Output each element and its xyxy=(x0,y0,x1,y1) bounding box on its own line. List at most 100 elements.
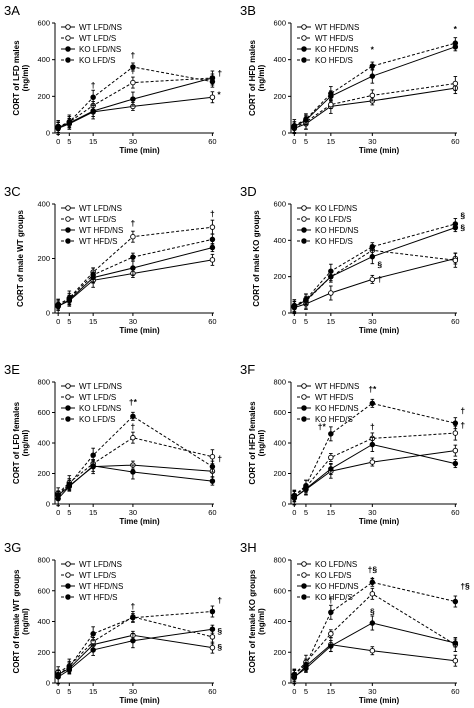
data-point xyxy=(66,296,73,302)
x-tick-label: 15 xyxy=(327,508,335,517)
data-point xyxy=(130,434,136,441)
legend-entry: WT HFD/NS xyxy=(315,382,359,391)
legend-marker xyxy=(65,416,71,422)
data-point xyxy=(90,452,96,458)
legend-entry: WT LFD/NS xyxy=(79,204,122,213)
x-axis-label: Time (min) xyxy=(119,146,160,155)
legend-entry: WT LFD/NS xyxy=(79,382,122,391)
significance-annotation: † xyxy=(460,420,465,430)
series-wt-lfd-ns xyxy=(55,459,216,501)
significance-annotation: § xyxy=(460,222,465,232)
series-wt-lfd-ns xyxy=(55,253,216,311)
data-point xyxy=(328,431,334,437)
legend-entry: KO LFD/NS xyxy=(315,560,357,569)
data-point xyxy=(291,671,298,678)
x-tick-label: 15 xyxy=(89,137,97,146)
data-point xyxy=(369,92,376,99)
data-point xyxy=(452,460,459,467)
data-point xyxy=(90,631,96,637)
legend-marker xyxy=(301,216,307,222)
panel-label: 3D xyxy=(240,184,257,199)
x-axis-label: Time (min) xyxy=(119,696,160,705)
series-ko-hfd-ns xyxy=(291,615,459,685)
series-line xyxy=(57,464,213,496)
x-tick-label: 30 xyxy=(368,317,376,326)
data-point xyxy=(90,272,96,278)
data-point xyxy=(369,459,376,465)
legend-marker xyxy=(65,238,71,244)
legend-marker xyxy=(65,405,71,411)
significance-annotation: § xyxy=(217,626,222,636)
legend-entry: WT HFD/S xyxy=(79,237,118,246)
x-axis-label: Time (min) xyxy=(359,517,400,526)
legend-marker xyxy=(65,594,71,600)
x-tick-label: 0 xyxy=(56,137,60,146)
y-tick-label: 600 xyxy=(37,586,50,595)
series-line xyxy=(57,238,213,306)
series-wt-lfd-s xyxy=(55,70,216,134)
legend-entry: WT HFD/S xyxy=(315,34,354,43)
x-tick-label: 5 xyxy=(304,687,308,696)
x-tick-label: 15 xyxy=(89,687,97,696)
panel-label: 3A xyxy=(4,3,20,18)
data-point xyxy=(328,643,334,649)
y-axis-label-line: CORT of male WT groups xyxy=(16,210,25,307)
x-tick-label: 30 xyxy=(129,137,137,146)
x-tick-label: 5 xyxy=(304,317,308,326)
x-tick-label: 60 xyxy=(208,137,216,146)
data-point xyxy=(369,276,376,283)
data-point xyxy=(452,447,459,454)
panel-label: 3C xyxy=(4,184,21,199)
y-axis-label-line: (ng/ml) xyxy=(257,429,266,456)
data-point xyxy=(452,657,459,664)
legend-entry: WT LFD/NS xyxy=(79,23,122,32)
significance-annotation: † xyxy=(210,208,215,218)
significance-annotation: † xyxy=(370,575,375,585)
significance-annotation: † xyxy=(131,50,136,60)
legend-marker xyxy=(65,572,71,578)
x-tick-label: 60 xyxy=(208,317,216,326)
data-point xyxy=(66,664,73,670)
series-wt-hfd-s xyxy=(291,76,459,134)
legend-marker xyxy=(301,57,307,63)
y-tick-label: 200 xyxy=(273,272,286,281)
significance-annotation: * xyxy=(454,24,458,34)
data-point xyxy=(90,463,96,469)
significance-annotation: * xyxy=(371,44,375,54)
y-tick-label: 800 xyxy=(273,378,286,387)
significance-annotation: † xyxy=(328,595,333,605)
y-tick-label: 400 xyxy=(273,617,286,626)
y-tick-label: 800 xyxy=(273,556,286,565)
x-axis-label: Time (min) xyxy=(119,517,160,526)
data-point xyxy=(209,78,216,85)
legend-entry: WT LFD/S xyxy=(79,34,116,43)
y-tick-label: 400 xyxy=(273,55,286,64)
legend-marker xyxy=(301,394,307,400)
data-point xyxy=(209,257,216,263)
y-axis-label: CORT of male WT groups xyxy=(16,210,25,307)
y-axis-label: CORT of HFD females(ng/ml) xyxy=(248,401,266,485)
data-point xyxy=(452,80,459,87)
data-point xyxy=(130,614,136,621)
legend-marker xyxy=(65,46,71,52)
x-tick-label: 0 xyxy=(292,317,296,326)
legend-marker xyxy=(65,216,71,222)
significance-annotation: †* xyxy=(129,397,138,407)
series-ko-hfd-ns xyxy=(291,437,459,506)
series-line xyxy=(293,581,456,675)
y-axis-label: CORT of LFD females(ng/ml) xyxy=(12,401,30,484)
legend-entry: KO LFD/S xyxy=(79,56,115,65)
legend-marker xyxy=(65,561,71,567)
significance-annotation: † xyxy=(217,453,222,463)
x-tick-label: 30 xyxy=(368,137,376,146)
series-wt-hfd-s xyxy=(291,425,459,502)
legend-entry: WT LFD/S xyxy=(79,393,116,402)
x-tick-label: 30 xyxy=(129,317,137,326)
y-axis-label-line: CORT of LFD females xyxy=(12,401,21,484)
legend-entry: KO LFD/S xyxy=(315,215,351,224)
y-tick-label: 400 xyxy=(37,55,50,64)
significance-annotation: † xyxy=(131,601,136,611)
y-axis-label-line: (ng/ml) xyxy=(257,608,266,635)
x-tick-label: 5 xyxy=(67,687,71,696)
